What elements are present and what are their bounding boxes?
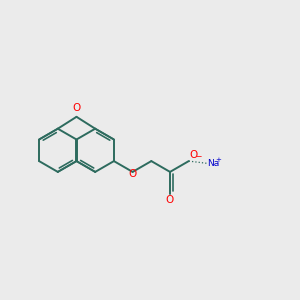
Text: Na: Na bbox=[207, 159, 220, 168]
Text: O: O bbox=[190, 150, 198, 160]
Text: O: O bbox=[72, 103, 81, 113]
Text: O: O bbox=[128, 169, 136, 179]
Text: +: + bbox=[215, 157, 221, 163]
Text: O: O bbox=[165, 195, 173, 205]
Text: −: − bbox=[195, 152, 202, 161]
